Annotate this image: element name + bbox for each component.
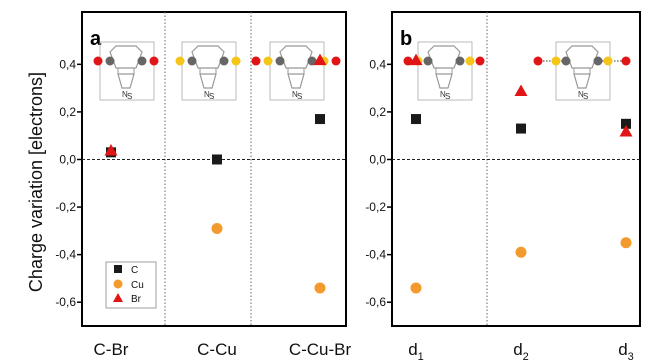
panel-a-ytick-label: -0,6 <box>55 295 76 309</box>
panel-a-category-label: C-Br <box>94 340 129 359</box>
svg-text:N: N <box>204 90 210 99</box>
panel-b-point-c-1 <box>411 114 421 125</box>
panel-a-letter: a <box>90 28 102 50</box>
panel-b-ytick-label: -0,2 <box>365 200 386 214</box>
legend-marker-cu <box>113 279 123 289</box>
svg-text:S: S <box>583 92 588 101</box>
y-axis-label: Charge variation [electrons] <box>26 72 46 292</box>
panel-b-frame <box>391 11 641 327</box>
panel-b-ytick-label: 0,0 <box>369 152 386 166</box>
panel-b-point-c-2 <box>516 123 526 134</box>
panel-b-category-label: d1 <box>408 340 424 362</box>
panel-b-ytick-label: 0,2 <box>369 105 386 119</box>
panel-b-letter: b <box>400 28 412 50</box>
panel-b-ytick-label: 0,4 <box>369 57 386 71</box>
svg-text:N: N <box>440 90 446 99</box>
panel-a-ytick-label: 0,4 <box>59 57 76 71</box>
panel-b-point-cu-1 <box>410 282 422 294</box>
panel-b-category-label: d2 <box>513 340 529 362</box>
legend-label-c: C <box>131 265 138 276</box>
svg-text:S: S <box>297 92 302 101</box>
category-subscript: 3 <box>628 351 634 362</box>
category-subscript: 1 <box>418 351 424 362</box>
svg-text:S: S <box>445 92 450 101</box>
category-base: d <box>513 340 522 359</box>
panel-b-ytick-label: -0,4 <box>365 248 386 262</box>
panel-a-category-label: C-Cu <box>197 340 237 359</box>
category-base: d <box>618 340 627 359</box>
panel-a-point-c-2 <box>212 154 222 165</box>
legend: C Cu Br <box>105 261 157 309</box>
panel-a-point-cu-2 <box>211 222 223 234</box>
panel-b-category-label: d3 <box>618 340 634 362</box>
panel-b-point-cu-2 <box>515 246 527 258</box>
panel-a-point-cu-3 <box>314 282 326 294</box>
panel-b-point-c-3 <box>621 118 631 129</box>
panel-b-point-br-3 <box>619 124 633 137</box>
panel-b-ytick-label: -0,6 <box>365 295 386 309</box>
svg-text:N: N <box>122 90 128 99</box>
panel-a-category-label: C-Cu-Br <box>289 340 352 359</box>
svg-text:S: S <box>127 92 132 101</box>
category-base: d <box>408 340 417 359</box>
panel-a-point-br-3 <box>313 53 327 66</box>
svg-text:N: N <box>578 90 584 99</box>
legend-label-cu: Cu <box>131 280 144 291</box>
panel-a-point-br-1 <box>104 143 118 156</box>
panel-a-point-c-3 <box>315 114 325 125</box>
panel-b-point-br-2 <box>514 84 528 96</box>
panel-b-point-cu-3 <box>620 237 632 249</box>
panel-a-frame <box>81 11 347 327</box>
legend-label-br: Br <box>131 294 142 305</box>
panel-b-point-br-1 <box>409 53 423 66</box>
category-subscript: 2 <box>523 351 529 362</box>
chart-marks: 0,4 0,2 0,0 -0,2 -0,4 -0,6 C-Br C-Cu C-Cu-Br 0,4 0… <box>55 53 640 362</box>
panel-a-ytick-label: -0,4 <box>55 248 76 262</box>
panel-a-ytick-label: 0,0 <box>59 152 76 166</box>
panel-a-ytick-label: -0,2 <box>55 200 76 214</box>
panel-a-ytick-label: 0,2 <box>59 105 76 119</box>
svg-text:S: S <box>209 92 214 101</box>
legend-marker-br <box>113 293 123 302</box>
svg-text:N: N <box>292 90 298 99</box>
legend-marker-c <box>114 265 122 273</box>
